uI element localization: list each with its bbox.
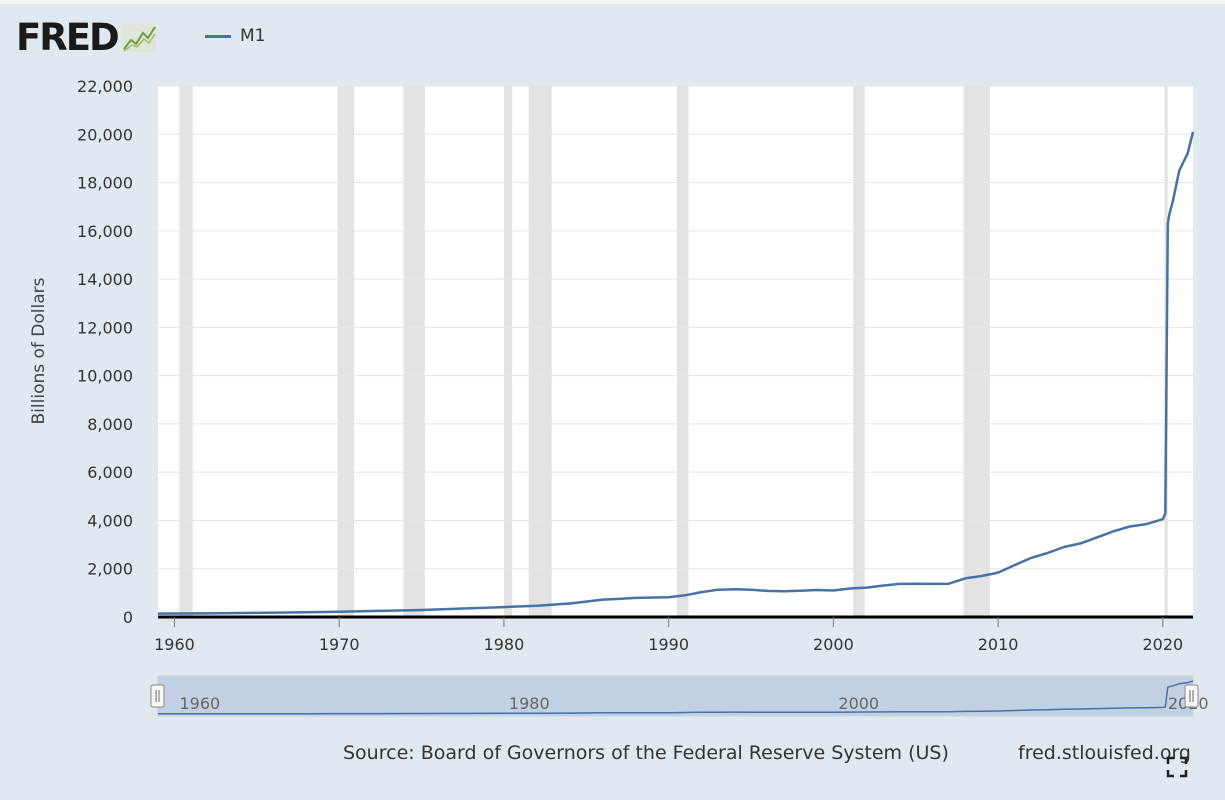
y-tick-label: 10,000 [77,367,133,386]
source-note: Source: Board of Governors of the Federa… [343,742,949,764]
recession-bands [179,86,1168,617]
x-tick-label: 2020 [1142,635,1183,654]
y-tick-label: 8,000 [87,415,133,434]
site-link[interactable]: fred.stlouisfed.org [1018,742,1191,764]
navigator-handle-left[interactable] [150,684,165,708]
fred-graph-icon [121,23,156,52]
y-tick-label: 14,000 [77,270,133,289]
recession-band-6 [853,86,865,617]
y-axis-labels: 0 2,000 4,000 6,000 8,000 10,000 12,000 14,000 1… [77,77,133,627]
y-tick-label: 16,000 [77,222,133,241]
x-axis-labels: 1960 1970 1980 1990 2000 2010 2020 [154,635,1183,654]
chart-legend[interactable]: M1 [205,26,265,46]
legend-swatch [205,34,231,38]
navigator-label: 1960 [179,694,220,713]
y-tick-label: 22,000 [77,77,133,96]
fullscreen-icon[interactable] [1166,756,1188,778]
y-tick-label: 20,000 [77,125,133,144]
y-tick-label: 12,000 [77,318,133,337]
navigator-series-line [158,680,1194,715]
chart-svg: 0 2,000 4,000 6,000 8,000 10,000 12,000 14,000 1… [29,77,1209,717]
recession-band-2 [403,86,425,617]
fred-logo-text: FRED [16,16,120,59]
navigator-handle-right[interactable] [1184,684,1199,708]
navigator-label: 2000 [838,694,879,713]
recession-band-5 [676,86,689,617]
recession-band-4 [528,86,552,617]
y-tick-label: 6,000 [87,463,133,482]
x-tick-label: 2000 [813,635,854,654]
plot-background [158,86,1193,617]
x-axis-ticks [173,617,1164,627]
gridlines [158,85,1193,570]
page-top-edge [0,0,1225,4]
x-tick-label: 1990 [648,635,689,654]
x-tick-label: 1960 [154,635,195,654]
navigator[interactable]: 1960198020002020 [150,675,1209,717]
navigator-label: 1980 [509,694,550,713]
y-tick-label: 18,000 [77,174,133,193]
recession-band-3 [503,86,513,617]
x-tick-label: 2010 [978,635,1019,654]
recession-band-7 [963,86,990,617]
y-axis-title: Billions of Dollars [29,277,49,424]
x-tick-label: 1970 [319,635,360,654]
recession-band-1 [337,86,355,617]
y-tick-label: 2,000 [87,560,133,579]
fred-logo[interactable]: FRED [16,16,156,59]
series-line-m1 [157,131,1195,615]
y-tick-label: 0 [123,608,133,627]
legend-label-m1: M1 [240,26,266,46]
x-tick-label: 1980 [484,635,525,654]
recession-band-0 [179,86,193,617]
navigator-labels: 1960198020002020 [179,694,1208,713]
y-tick-label: 4,000 [87,511,133,530]
